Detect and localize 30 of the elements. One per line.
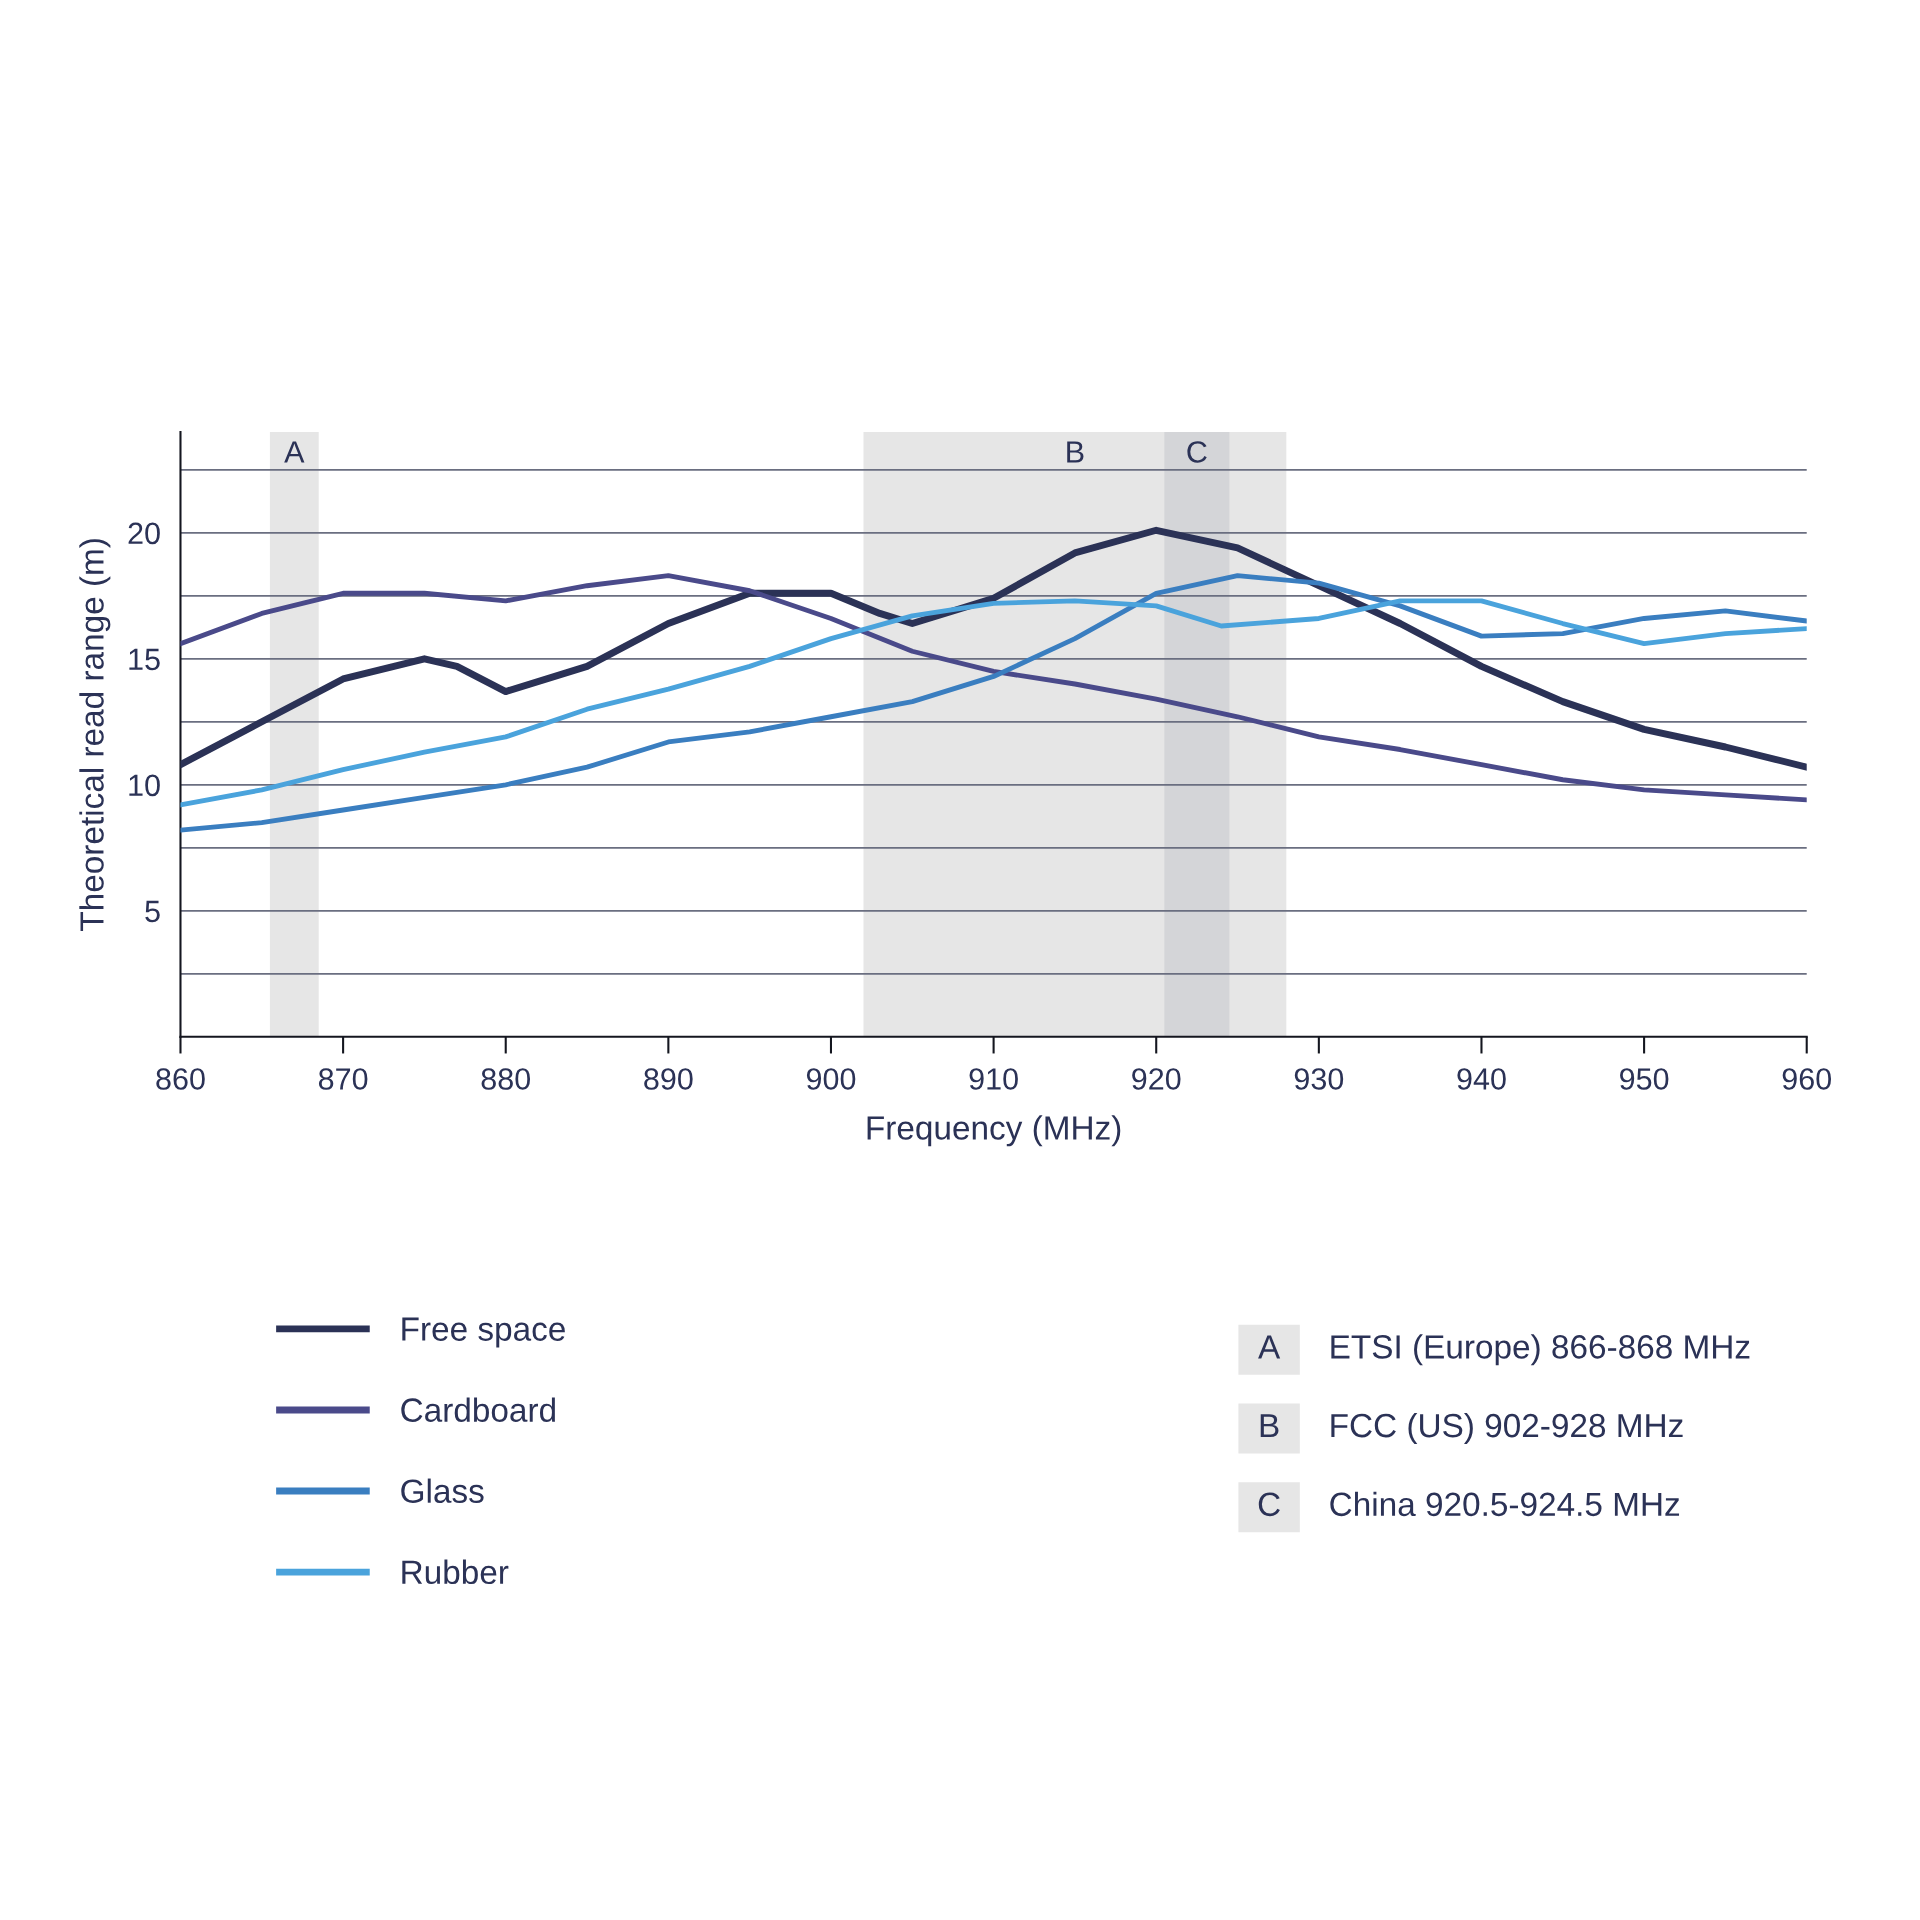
y-tick-label: 20 [128,522,160,545]
text: China 920.5-924.5 MHz [1330,1491,1680,1517]
x-tick-label: 960 [1782,1068,1832,1090]
x-tick-label: 870 [318,1068,368,1090]
legend-label: Free space [402,1317,565,1348]
legend-label: Rubber [402,1559,509,1585]
x-tick-label: 900 [806,1068,856,1090]
y-axis-title: Theoretical read range (m) [79,539,111,931]
legend-label: Cardboard [401,1397,555,1422]
x-tick-label: 890 [644,1068,693,1090]
band-label: A [284,441,305,463]
y-tick-label: 15 [129,648,160,671]
x-axis-title: Frequency (MHz) [867,1115,1121,1147]
x-tick-label: 880 [481,1068,531,1090]
x-tick-label: 930 [1294,1068,1344,1090]
band-label: B [1067,441,1084,463]
x-tick-label: 860 [156,1068,205,1090]
x-tick-label: 920 [1132,1068,1181,1090]
x-tick-label: 950 [1620,1068,1669,1090]
text: A [1258,1335,1281,1359]
text: FCC (US) 902-928 MHz [1331,1412,1683,1444]
x-tick-label: 910 [969,1068,1018,1090]
legend-label: Glass [401,1478,484,1504]
band-label: C [1187,441,1207,463]
x-tick-label: 940 [1457,1068,1506,1090]
text: ETSI (Europe) 866-868 MHz [1331,1334,1750,1366]
text: C [1258,1492,1280,1517]
y-tick-label: 10 [129,774,160,797]
y-tick-label: 5 [145,900,160,923]
text: B [1260,1414,1279,1438]
